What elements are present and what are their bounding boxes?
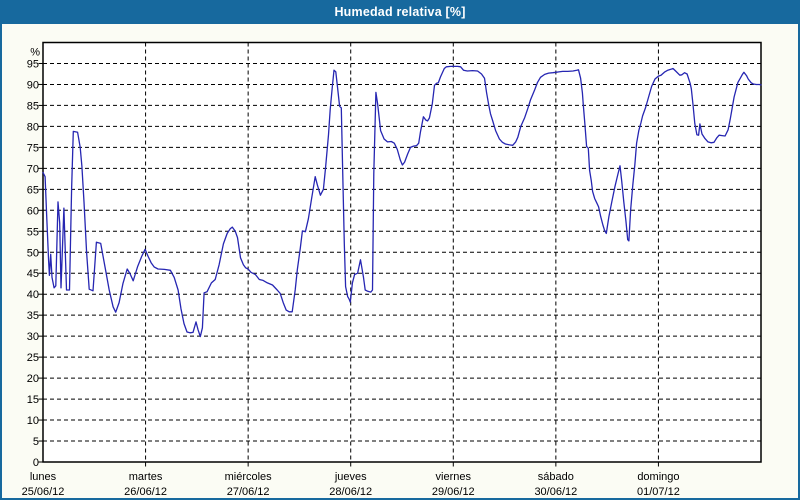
x-axis-day-label: viernes — [436, 471, 472, 483]
window-title: Humedad relativa [%] — [334, 5, 466, 19]
x-axis-date-label: 27/06/12 — [227, 486, 270, 498]
y-axis-tick-label: 80 — [27, 121, 39, 133]
y-axis-unit-label: % — [30, 47, 40, 59]
y-axis-tick-label: 35 — [27, 310, 39, 322]
x-axis-day-label: miércoles — [225, 471, 273, 483]
y-axis-tick-label: 40 — [27, 289, 39, 301]
y-axis-tick-label: 45 — [27, 268, 39, 280]
x-axis-day-label: sábado — [538, 471, 574, 483]
x-axis-day-label: martes — [129, 471, 163, 483]
humidity-line — [42, 65, 762, 338]
plot-border — [42, 41, 762, 463]
window-titlebar: Humedad relativa [%] — [2, 2, 798, 24]
x-axis-date-label: 29/06/12 — [432, 486, 475, 498]
y-axis-tick-label: 85 — [27, 100, 39, 112]
humidity-chart: 0 5 10 15 20 25 30 35 40 45 50 55 60 65 70 75 80 85 90 95% l… — [22, 41, 762, 498]
y-axis-tick-label: 50 — [27, 247, 39, 259]
y-axis-tick-label: 30 — [27, 331, 39, 343]
x-axis-date-label: 30/06/12 — [534, 486, 577, 498]
x-axis-date-label: 26/06/12 — [124, 486, 167, 498]
x-axis-date-label: 01/07/12 — [637, 486, 680, 498]
y-axis-tick-label: 55 — [27, 226, 39, 238]
y-axis-tick-label: 20 — [27, 373, 39, 385]
y-axis-tick-label: 60 — [27, 205, 39, 217]
x-axis-day-label: domingo — [637, 471, 679, 483]
y-axis-tick-label: 0 — [33, 457, 39, 469]
y-axis-tick-label: 75 — [27, 142, 39, 154]
y-axis-tick-label: 65 — [27, 184, 39, 196]
x-axis-day-label: lunes — [30, 471, 57, 483]
y-axis-tick-label: 95 — [27, 58, 39, 70]
x-axis-date-label: 25/06/12 — [22, 486, 65, 498]
y-axis-tick-label: 70 — [27, 163, 39, 175]
y-axis-tick-label: 90 — [27, 79, 39, 91]
y-axis-tick-label: 5 — [33, 436, 39, 448]
x-axis-date-label: 28/06/12 — [329, 486, 372, 498]
y-axis-tick-label: 25 — [27, 352, 39, 364]
y-axis-tick-label: 10 — [27, 415, 39, 427]
x-axis-day-label: jueves — [334, 471, 367, 483]
y-axis-tick-label: 15 — [27, 394, 39, 406]
